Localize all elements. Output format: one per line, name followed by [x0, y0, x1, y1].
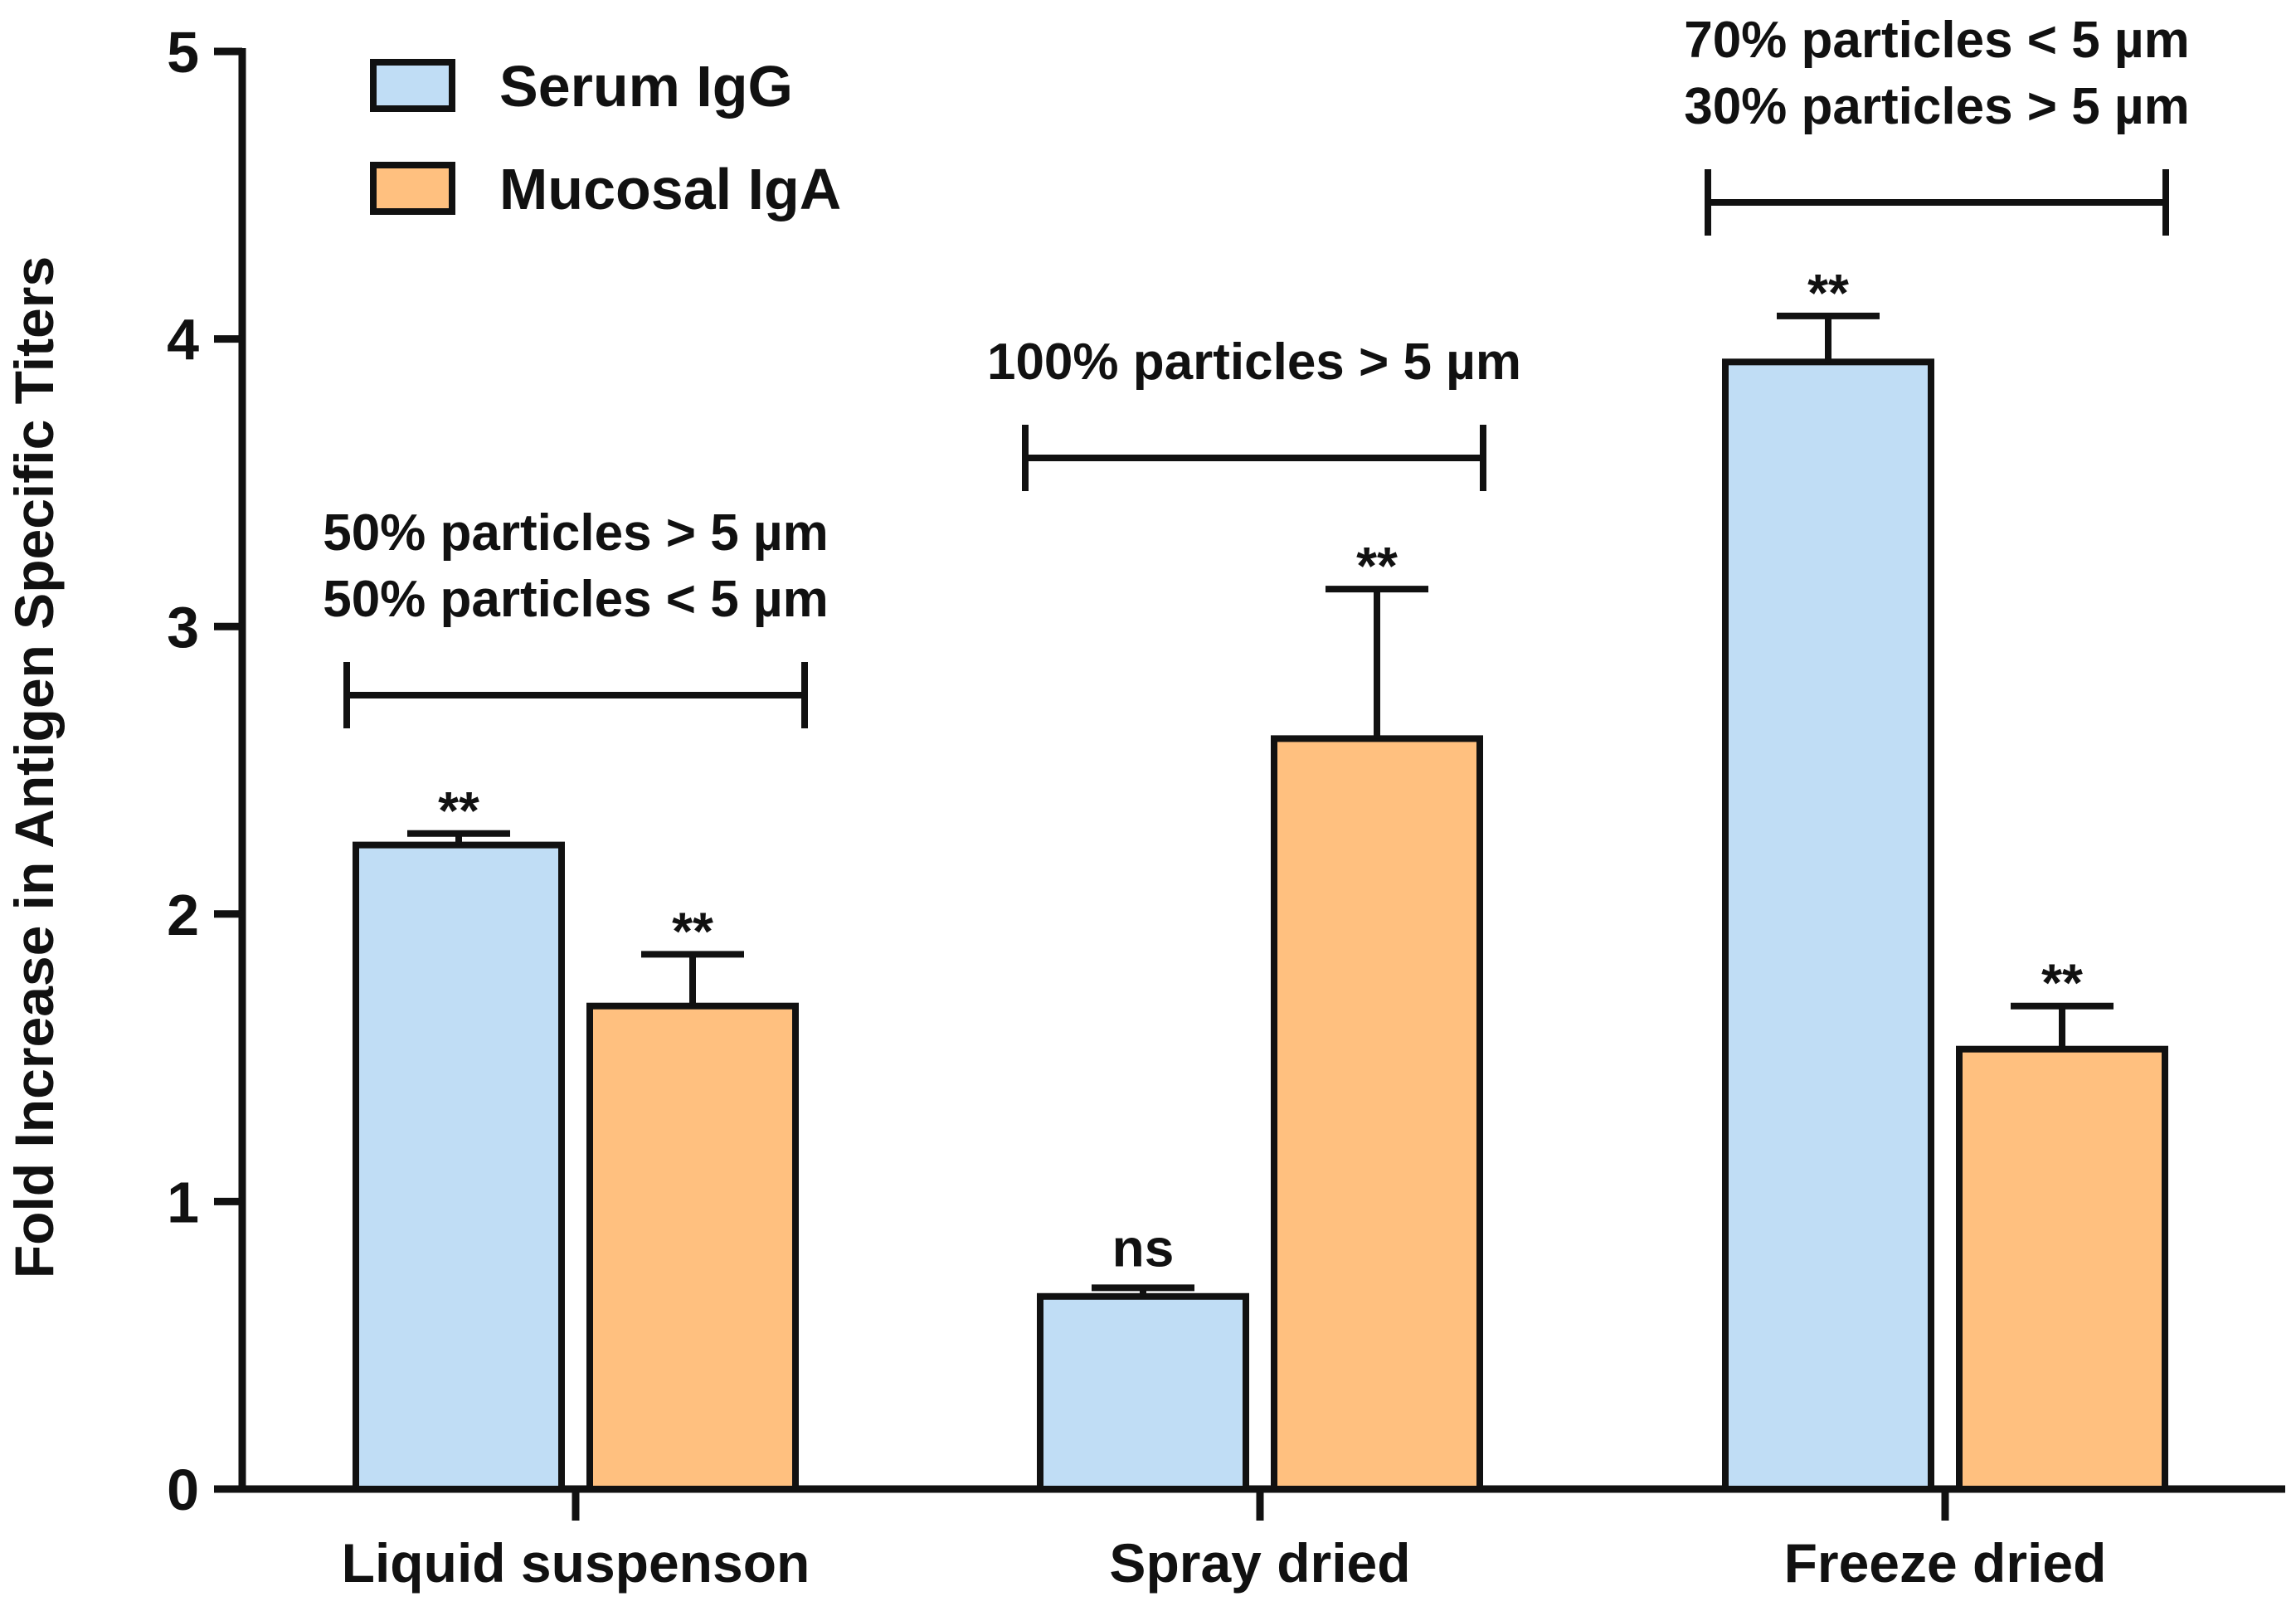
- legend-swatch: [370, 162, 455, 215]
- y-tick-label: 0: [167, 1458, 199, 1522]
- annotation-text: 100% particles > 5 µm: [987, 333, 1521, 391]
- bar: [1956, 1045, 2168, 1492]
- legend-label: Mucosal IgA: [499, 157, 841, 221]
- annotation-text: 70% particles < 5 µm: [1684, 12, 2190, 69]
- significance-marker: **: [438, 781, 479, 840]
- y-tick-label: 5: [167, 20, 199, 85]
- significance-marker: **: [672, 901, 713, 961]
- legend-label: Serum IgG: [499, 54, 793, 119]
- legend: Serum IgG Mucosal IgA: [370, 54, 841, 221]
- annotations: 50% particles > 5 µm 50% particles < 5 µm…: [323, 12, 2190, 728]
- x-tick-label: Liquid suspenson: [342, 1532, 810, 1594]
- annotation-text: 30% particles > 5 µm: [1684, 78, 2190, 135]
- bar: [1722, 358, 1934, 1492]
- bars: ** ns ** ** ** **: [353, 263, 2168, 1493]
- bar: [1037, 1292, 1249, 1492]
- bar: [1271, 735, 1483, 1492]
- y-tick-label: 4: [167, 308, 199, 372]
- significance-marker: **: [1356, 536, 1398, 596]
- x-tick-label: Freeze dried: [1784, 1532, 2107, 1594]
- y-axis-label: Fold Increase in Antigen Specific Titers: [3, 256, 65, 1278]
- significance-marker: ns: [1112, 1218, 1175, 1278]
- y-tick-label: 1: [167, 1170, 199, 1234]
- bar: [353, 841, 565, 1492]
- legend-swatch: [370, 59, 455, 112]
- significance-marker: **: [2041, 953, 2083, 1013]
- significance-marker: **: [1807, 263, 1849, 323]
- annotation-text: 50% particles < 5 µm: [323, 571, 829, 628]
- x-tick-label: Spray dried: [1109, 1532, 1410, 1594]
- y-tick-label: 3: [167, 595, 199, 659]
- y-tick-label: 2: [167, 883, 199, 947]
- axes: 0 1 2 3 4 5 Liquid suspenson Spray dried Freeze …: [167, 20, 2285, 1594]
- annotation-text: 50% particles > 5 µm: [323, 504, 829, 562]
- bar: [586, 1002, 799, 1493]
